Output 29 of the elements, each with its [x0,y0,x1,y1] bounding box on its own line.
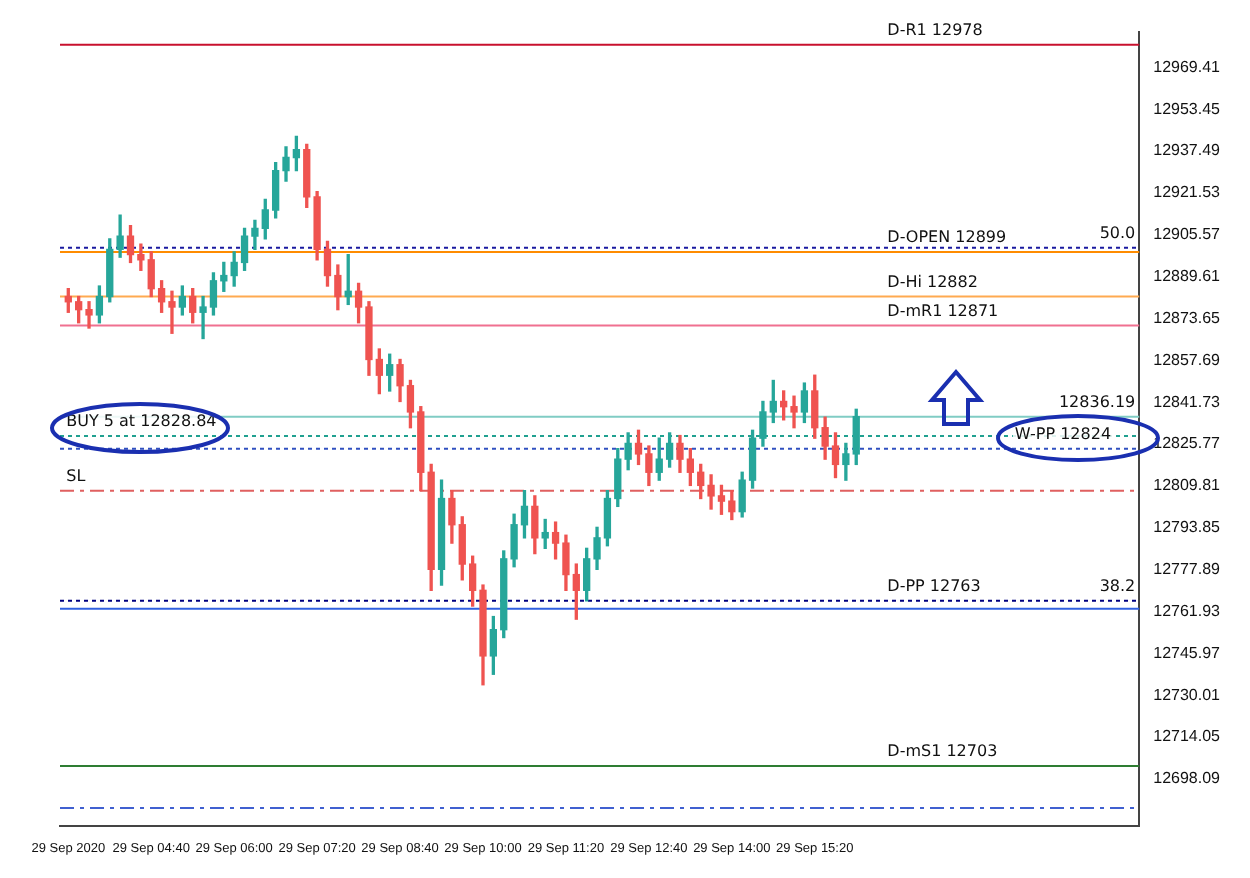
y-tick-label: 12953.45 [1153,99,1222,118]
y-tick-label: 12905.57 [1153,225,1222,244]
y-tick-label: 12809.81 [1153,476,1222,495]
y-tick-label: 12921.53 [1153,183,1222,202]
y-tick-label: 12698.09 [1153,769,1222,788]
annotation: 12836.19 [1058,392,1136,411]
y-tick-label: 12889.61 [1153,266,1222,285]
annotation: SL [66,466,87,485]
annotation: D-PP 12763 [887,576,981,595]
y-tick-label: 12793.85 [1153,518,1222,537]
annotation: BUY 5 at 12828.84 [66,412,217,431]
annotation: D-mS1 12703 [887,742,998,761]
annotation: D-mR1 12871 [887,301,999,320]
annotation: D-OPEN 12899 [887,228,1007,247]
y-tick-label: 12777.89 [1153,560,1222,579]
y-tick-label: 12857.69 [1153,350,1222,369]
annotation: W-PP 12824 [1014,424,1112,443]
annotation: D-Hi 12882 [887,272,978,291]
y-tick-label: 12745.97 [1153,643,1222,662]
annotation: D-R1 12978 [887,20,983,39]
annotation: 38.2 [1099,576,1136,595]
y-tick-label: 12841.73 [1153,392,1222,411]
y-tick-label: 12761.93 [1153,601,1222,620]
y-tick-label: 12969.41 [1153,57,1222,76]
y-tick-label: 12937.49 [1153,141,1222,160]
y-tick-label: 12873.65 [1153,308,1222,327]
y-tick-label: 12730.01 [1153,685,1222,704]
y-tick-label: 12714.05 [1153,727,1222,746]
annotation: 50.0 [1099,223,1136,242]
